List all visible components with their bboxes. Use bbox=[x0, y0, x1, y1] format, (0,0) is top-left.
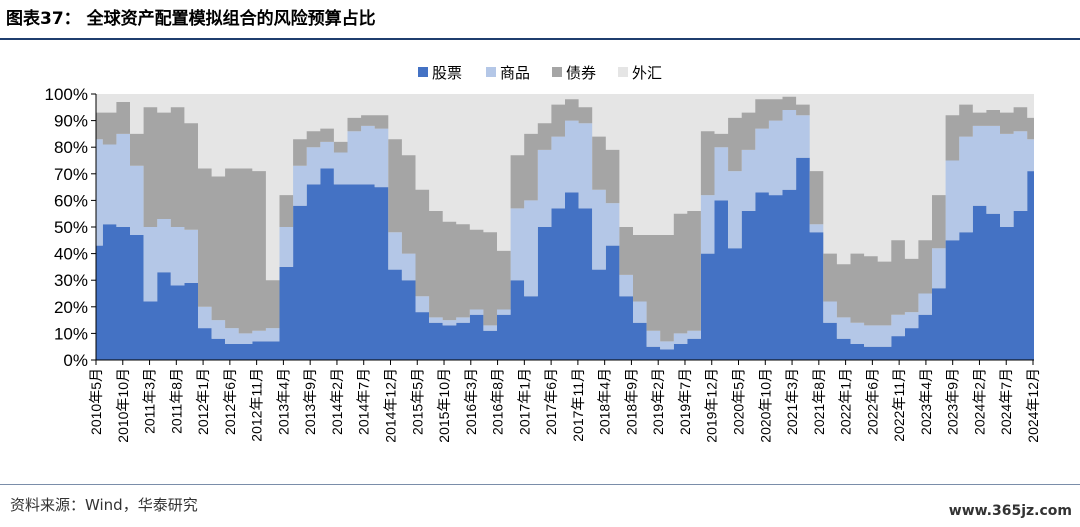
x-tick-label: 2013年9月 bbox=[302, 368, 318, 435]
area-债券 bbox=[96, 96, 1034, 342]
legend-swatch bbox=[418, 67, 428, 77]
x-tick-label: 2011年3月 bbox=[142, 368, 158, 434]
x-tick-label: 2014年2月 bbox=[329, 368, 345, 435]
x-tick-label: 2014年12月 bbox=[383, 368, 399, 443]
legend: 股票 商品 债券 外汇 bbox=[418, 64, 662, 82]
source-note: 资料来源：Wind，华泰研究 bbox=[10, 496, 198, 514]
x-tick-label: 2024年12月 bbox=[1025, 368, 1041, 443]
x-tick-label: 2012年1月 bbox=[195, 368, 211, 435]
legend-label: 商品 bbox=[500, 64, 530, 82]
x-tick-label: 2019年12月 bbox=[704, 368, 720, 443]
x-tick-label: 2024年7月 bbox=[998, 368, 1014, 435]
y-tick-label: 80% bbox=[54, 138, 88, 157]
x-tick-label: 2016年3月 bbox=[463, 368, 479, 435]
watermark: www.365jz.com bbox=[948, 503, 1072, 519]
legend-label: 债券 bbox=[566, 64, 596, 82]
x-tick-label: 2017年6月 bbox=[543, 368, 559, 435]
y-tick-label: 30% bbox=[54, 271, 88, 290]
y-tick-label: 0% bbox=[63, 351, 88, 370]
x-tick-label: 2010年5月 bbox=[88, 368, 104, 435]
y-axis: 0% 10% 20% 30% 40% 50% 60% 70% 80% 90% 100% bbox=[45, 85, 97, 370]
x-tick-label: 2021年8月 bbox=[811, 368, 827, 435]
footer-divider bbox=[0, 484, 1080, 485]
x-tick-label: 2012年11月 bbox=[249, 368, 265, 442]
y-tick-label: 50% bbox=[54, 218, 88, 237]
x-axis: 2010年5月 2010年10月 2011年3月 2011年8月 2012年1月 2012… bbox=[88, 359, 1041, 443]
x-tick-label: 2010年10月 bbox=[115, 368, 131, 443]
x-tick-label: 2021年3月 bbox=[784, 368, 800, 435]
x-tick-label: 2012年6月 bbox=[222, 368, 238, 435]
plot-area bbox=[96, 94, 1034, 360]
x-tick-label: 2020年10月 bbox=[757, 368, 773, 443]
x-tick-label: 2023年9月 bbox=[945, 368, 961, 435]
x-tick-label: 2017年1月 bbox=[516, 368, 532, 435]
x-tick-label: 2013年4月 bbox=[275, 368, 291, 435]
y-tick-label: 60% bbox=[54, 191, 88, 210]
x-tick-label: 2024年2月 bbox=[972, 368, 988, 435]
legend-label: 股票 bbox=[432, 64, 462, 82]
x-tick-label: 2019年2月 bbox=[650, 368, 666, 435]
x-tick-label: 2011年8月 bbox=[168, 368, 184, 434]
y-tick-label: 40% bbox=[54, 245, 88, 264]
y-tick-label: 10% bbox=[54, 324, 88, 343]
legend-label: 外汇 bbox=[632, 64, 662, 82]
x-tick-label: 2022年1月 bbox=[838, 368, 854, 435]
y-tick-label: 70% bbox=[54, 165, 88, 184]
legend-swatch bbox=[552, 67, 562, 77]
y-tick-label: 100% bbox=[45, 85, 88, 104]
x-tick-label: 2014年7月 bbox=[356, 368, 372, 435]
x-tick-label: 2015年5月 bbox=[409, 368, 425, 435]
x-tick-label: 2022年11月 bbox=[891, 368, 907, 442]
area-商品 bbox=[96, 110, 1034, 350]
x-tick-label: 2017年11月 bbox=[570, 368, 586, 442]
x-tick-label: 2018年4月 bbox=[597, 368, 613, 435]
y-tick-label: 20% bbox=[54, 298, 88, 317]
x-tick-label: 2018年9月 bbox=[623, 368, 639, 435]
x-tick-label: 2022年6月 bbox=[864, 368, 880, 435]
x-tick-label: 2019年7月 bbox=[677, 368, 693, 435]
legend-swatch bbox=[486, 67, 496, 77]
x-tick-label: 2016年8月 bbox=[490, 368, 506, 435]
legend-swatch bbox=[618, 67, 628, 77]
area-股票 bbox=[96, 157, 1034, 360]
x-tick-label: 2020年5月 bbox=[731, 368, 747, 435]
y-tick-label: 90% bbox=[54, 112, 88, 131]
x-tick-label: 2015年10月 bbox=[436, 368, 452, 443]
figure-title: 图表37： 全球资产配置模拟组合的风险预算占比 bbox=[6, 9, 376, 29]
title-underline bbox=[0, 38, 1080, 40]
x-tick-label: 2023年4月 bbox=[918, 368, 934, 435]
